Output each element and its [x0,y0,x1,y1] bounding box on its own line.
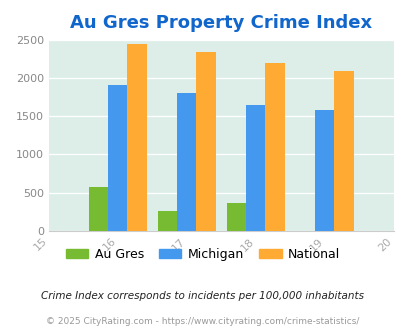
Bar [226,203,245,231]
Bar [245,106,265,231]
Bar [265,63,284,231]
Bar [334,71,353,231]
Bar [127,44,146,231]
Title: Au Gres Property Crime Index: Au Gres Property Crime Index [70,15,371,32]
Bar [314,111,334,231]
Bar [177,93,196,231]
Bar [108,85,127,231]
Legend: Au Gres, Michigan, National: Au Gres, Michigan, National [61,243,344,266]
Text: © 2025 CityRating.com - https://www.cityrating.com/crime-statistics/: © 2025 CityRating.com - https://www.city… [46,317,359,326]
Bar [89,186,108,231]
Text: Crime Index corresponds to incidents per 100,000 inhabitants: Crime Index corresponds to incidents per… [41,291,364,301]
Bar [158,212,177,231]
Bar [196,52,215,231]
